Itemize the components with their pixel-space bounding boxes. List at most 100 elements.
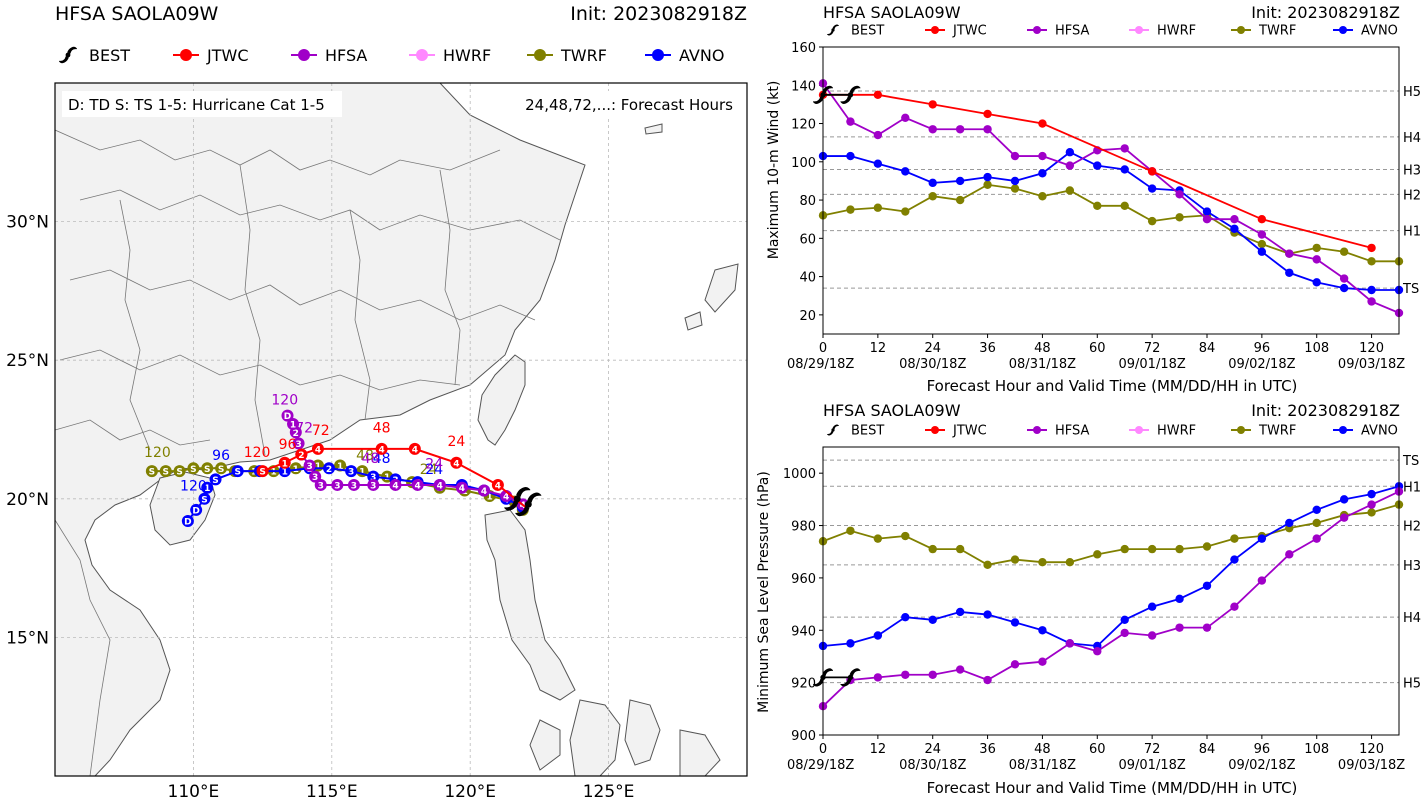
wind-point-twrf <box>1038 192 1047 201</box>
wind-line-jtwc <box>823 93 1372 249</box>
pressure-plot: TS H1 H2 H3 H4 H5 0 12 24 36 48 60 72 84 96 108 120 08/29… <box>783 446 1421 773</box>
pressure-point-avno <box>1120 615 1129 624</box>
pressure-point-hfsa <box>1339 513 1349 522</box>
pressure-ref-label: H5 <box>1403 677 1421 692</box>
map-tick-lat: 15°N <box>6 628 49 648</box>
map-info-right: 24,48,72,...: Forecast Hours <box>525 96 733 114</box>
legend-label-jtwc: JTWC <box>952 424 987 439</box>
legend-label-best: BEST <box>851 24 884 39</box>
pressure-date-label: 08/31/18Z <box>1009 758 1076 773</box>
track-point-jtwc <box>450 456 463 469</box>
wind-xlabel: Forecast Hour and Valid Time (MM/DD/HH i… <box>927 377 1298 395</box>
legend-label-hwrf: HWRF <box>1157 424 1196 439</box>
pressure-xtick-label: 84 <box>1199 742 1216 757</box>
track-category-twrf: 1 <box>337 462 343 472</box>
map-init-time: Init: 2023082918Z <box>570 3 747 25</box>
legend-marker-hwrf <box>1135 26 1143 34</box>
pressure-xtick-label: 96 <box>1254 742 1271 757</box>
pressure-xtick-label: 72 <box>1144 742 1161 757</box>
map-info-left: D: TD S: TS 1-5: Hurricane Cat 1-5 <box>68 96 325 114</box>
land-taiwan <box>477 354 526 446</box>
pressure-ref-label: TS <box>1402 454 1419 469</box>
wind-point-twrf <box>983 180 992 189</box>
track-category-jtwc: 4 <box>315 445 321 455</box>
wind-point-avno <box>901 167 910 176</box>
legend-item-hwrf: HWRF <box>1129 24 1196 39</box>
wind-point-hfsa <box>1175 190 1184 199</box>
wind-point-avno <box>1312 278 1321 287</box>
legend-marker-twrf <box>534 49 546 61</box>
wind-xtick-label: 24 <box>924 341 941 356</box>
wind-date-label: 09/03/18Z <box>1338 357 1405 372</box>
pressure-point-avno <box>1312 505 1321 515</box>
pressure-point-avno <box>983 610 992 619</box>
pressure-ytick-label: 900 <box>791 729 816 744</box>
track-category-hfsa: 3 <box>351 481 357 491</box>
wind-xtick-label: 120 <box>1359 341 1384 356</box>
track-category-hfsa: 4 <box>459 484 465 494</box>
legend-marker-hfsa <box>1033 26 1041 34</box>
track-category-hfsa: 4 <box>414 481 420 491</box>
track-point-twrf <box>159 465 172 478</box>
legend-item-best: BEST <box>827 24 884 39</box>
legend-marker-avno <box>1339 426 1347 434</box>
track-hour-label-jtwc: 72 <box>312 423 330 439</box>
wind-point-hfsa <box>1038 151 1047 161</box>
typhoon-icon <box>59 46 77 64</box>
track-point-hfsa <box>281 409 294 422</box>
typhoon-icon <box>827 24 839 36</box>
wind-point-avno <box>928 178 937 188</box>
legend-item-hwrf: HWRF <box>409 46 491 65</box>
pressure-point-twrf <box>1175 544 1184 554</box>
track-point-hfsa <box>455 481 468 494</box>
wind-plot-frame <box>822 46 1400 335</box>
legend-label-twrf: TWRF <box>1258 424 1296 439</box>
pressure-date-label: 09/02/18Z <box>1228 758 1295 773</box>
track-point-jtwc <box>295 448 308 461</box>
pressure-point-hfsa <box>1093 647 1102 656</box>
track-category-hfsa: 2 <box>293 429 299 439</box>
wind-series-avno <box>818 148 1404 295</box>
wind-xtick-label: 72 <box>1144 341 1161 356</box>
track-category-twrf: S <box>204 465 210 475</box>
wind-point-hfsa <box>1120 144 1129 153</box>
wind-point-avno <box>1202 207 1212 216</box>
track-hour-label-twrf: 48 <box>356 448 374 464</box>
pressure-panel: HFSA SAOLA09W Init: 2023082918Z BEST JTWC… <box>756 401 1421 797</box>
pressure-line-twrf <box>822 503 1400 566</box>
track-category-twrf: S <box>149 468 155 478</box>
pressure-xtick-label: 0 <box>819 742 827 757</box>
pressure-xtick-label: 48 <box>1034 742 1051 757</box>
wind-date-label: 08/31/18Z <box>1009 357 1076 372</box>
legend-item-hfsa: HFSA <box>1027 24 1090 39</box>
pressure-point-twrf <box>1312 518 1321 528</box>
pressure-date-label: 09/01/18Z <box>1118 758 1185 773</box>
map-tick-lon: 115°E <box>306 782 358 800</box>
pressure-point-twrf <box>1120 544 1129 554</box>
track-category-hfsa: 4 <box>503 493 509 503</box>
track-point-avno <box>198 492 211 505</box>
wind-point-hfsa <box>1065 161 1075 170</box>
track-point-twrf <box>215 462 228 475</box>
pressure-ytick-label: 980 <box>791 520 816 535</box>
legend-item-hwrf: HWRF <box>1129 424 1196 439</box>
track-category-jtwc: S <box>259 468 265 478</box>
wind-date-label: 09/02/18Z <box>1228 357 1295 372</box>
track-point-jtwc <box>491 478 504 491</box>
legend-label-jtwc: JTWC <box>206 46 248 65</box>
pressure-point-hfsa <box>1010 660 1020 669</box>
wind-point-twrf <box>873 203 883 212</box>
track-category-avno: S <box>201 495 207 505</box>
track-point-twrf <box>289 462 302 475</box>
wind-xtick-label: 48 <box>1034 341 1051 356</box>
map-legend: BEST JTWC HFSA HWRF TWRF AVNO <box>59 46 724 65</box>
track-point-jtwc <box>278 456 291 469</box>
track-category-hfsa: 4 <box>392 481 398 491</box>
track-category-twrf: 1 <box>315 462 321 472</box>
track-point-hfsa <box>478 484 491 497</box>
track-category-avno: S <box>212 476 218 486</box>
pressure-xtick-label: 120 <box>1359 742 1384 757</box>
pressure-point-avno <box>873 631 883 640</box>
pressure-xtick-label: 24 <box>924 742 941 757</box>
track-category-twrf: 1 <box>271 468 277 478</box>
